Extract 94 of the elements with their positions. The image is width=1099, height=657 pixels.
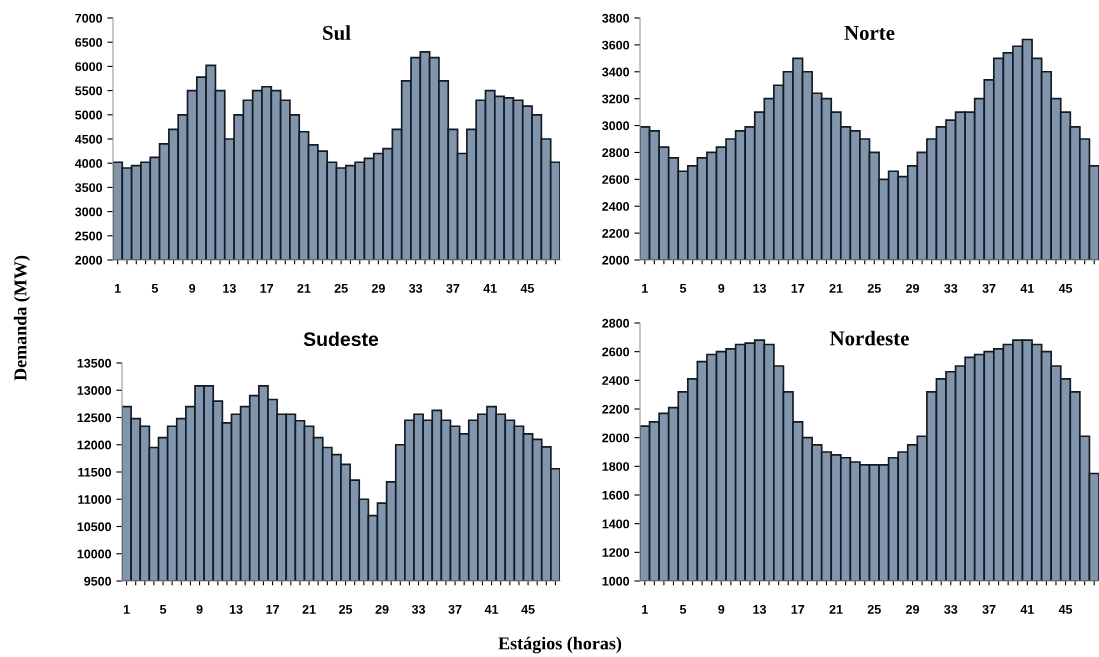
- chart-title: Sul: [323, 25, 351, 40]
- y-tick-label: 3400: [602, 67, 630, 77]
- y-tick-label: 4000: [74, 159, 103, 168]
- x-tick-label: 9: [718, 283, 725, 293]
- y-tick-label: 3200: [602, 94, 630, 104]
- y-tick-label: 3600: [602, 40, 630, 50]
- x-tick-label: 25: [339, 604, 353, 614]
- y-tick-label: 1000: [602, 576, 630, 586]
- x-tick-label: 33: [944, 604, 958, 614]
- x-tick-label: 41: [484, 605, 499, 614]
- x-tick-label: 21: [297, 283, 311, 293]
- chart-title: Sudeste: [303, 331, 379, 347]
- y-tick-label: 11500: [78, 467, 112, 477]
- y-tick-label: 2600: [602, 347, 630, 357]
- chart-title: Norte: [844, 26, 895, 40]
- x-tick-label: 37: [982, 283, 996, 293]
- y-tick-label: 3000: [602, 121, 630, 131]
- y-tick-label: 6000: [75, 62, 103, 72]
- y-tick-label: 3000: [75, 207, 103, 217]
- x-tick-label: 17: [791, 284, 805, 293]
- x-tick-label: 25: [867, 604, 881, 614]
- y-tick-label: 7000: [75, 13, 103, 23]
- y-tick-label: 2000: [602, 433, 630, 443]
- x-tick-label: 29: [375, 604, 389, 614]
- y-tick-label: 2400: [602, 202, 630, 211]
- x-tick-label: 13: [229, 604, 243, 614]
- x-tick-label: 17: [260, 284, 274, 293]
- x-tick-label: 1: [123, 605, 130, 614]
- x-tick-label: 9: [196, 604, 203, 614]
- y-tick-label: 2600: [602, 175, 630, 184]
- x-tick-label: 9: [189, 283, 196, 293]
- y-tick-label: 2500: [75, 231, 103, 241]
- x-tick-label: 13: [753, 604, 767, 614]
- y-tick-label: 6500: [75, 38, 103, 47]
- y-tick-label: 4500: [74, 134, 103, 144]
- x-tick-label: 29: [906, 604, 920, 614]
- x-tick-label: 21: [302, 604, 316, 614]
- x-tick-label: 25: [867, 283, 881, 293]
- x-tick-label: 13: [223, 283, 236, 293]
- x-tick-label: 1: [642, 284, 648, 293]
- x-tick-label: 37: [448, 604, 462, 614]
- y-tick-label: 2000: [75, 255, 103, 265]
- x-tick-label: 17: [266, 605, 279, 614]
- y-tick-label: 3800: [602, 13, 630, 23]
- y-tick-label: 10000: [77, 549, 112, 559]
- y-tick-label: 2200: [602, 228, 630, 238]
- x-tick-label: 21: [829, 283, 843, 293]
- x-tick-label: 33: [411, 604, 426, 614]
- x-tick-label: 33: [408, 283, 423, 293]
- x-tick-label: 45: [1058, 605, 1073, 614]
- x-tick-label: 5: [151, 284, 159, 293]
- x-tick-label: 9: [718, 604, 725, 614]
- y-tick-label: 2800: [602, 318, 630, 328]
- x-tick-label: 45: [520, 284, 535, 293]
- x-tick-label: 41: [1020, 605, 1034, 614]
- y-tick-label: 3500: [75, 183, 103, 193]
- y-tick-label: 5000: [75, 110, 103, 120]
- y-tick-label: 9500: [84, 576, 112, 586]
- y-tick-label: 13500: [77, 358, 112, 368]
- x-tick-label: 5: [679, 605, 687, 614]
- y-tick-label: 1400: [602, 519, 630, 529]
- x-tick-label: 45: [521, 605, 535, 614]
- y-tick-label: 12500: [77, 413, 112, 423]
- y-tick-label: 2000: [602, 255, 630, 265]
- x-tick-label: 25: [334, 283, 348, 293]
- x-tick-label: 1: [642, 605, 648, 614]
- x-tick-label: 29: [906, 283, 920, 293]
- x-tick-label: 37: [982, 604, 996, 614]
- x-tick-label: 41: [1020, 284, 1034, 293]
- x-tick-label: 37: [446, 283, 460, 293]
- x-tick-label: 21: [829, 604, 843, 614]
- x-tick-label: 5: [679, 284, 687, 293]
- y-tick-label: 2800: [602, 148, 630, 158]
- x-tick-label: 29: [371, 283, 385, 293]
- y-tick-label: 11000: [78, 495, 112, 504]
- y-axis-title: Demanda (MW): [13, 255, 31, 381]
- x-tick-label: 41: [483, 284, 497, 293]
- y-tick-label: 1600: [602, 490, 630, 500]
- y-tick-label: 12000: [77, 440, 112, 450]
- chart-title: Nordeste: [829, 330, 909, 346]
- x-tick-label: 1: [114, 284, 121, 293]
- y-tick-label: 13000: [77, 386, 112, 395]
- x-tick-label: 17: [791, 605, 805, 614]
- x-tick-label: 33: [944, 283, 958, 293]
- y-tick-label: 1200: [602, 548, 630, 557]
- y-tick-label: 2200: [602, 404, 630, 414]
- x-tick-label: 5: [159, 605, 167, 614]
- y-tick-label: 5500: [75, 86, 103, 96]
- y-tick-label: 1800: [602, 462, 630, 471]
- x-tick-label: 13: [753, 283, 767, 293]
- x-tick-label: 45: [1058, 284, 1073, 293]
- x-axis-title: Estágios (horas): [498, 636, 622, 654]
- y-tick-label: 10500: [77, 522, 112, 532]
- y-tick-label: 2400: [602, 376, 630, 385]
